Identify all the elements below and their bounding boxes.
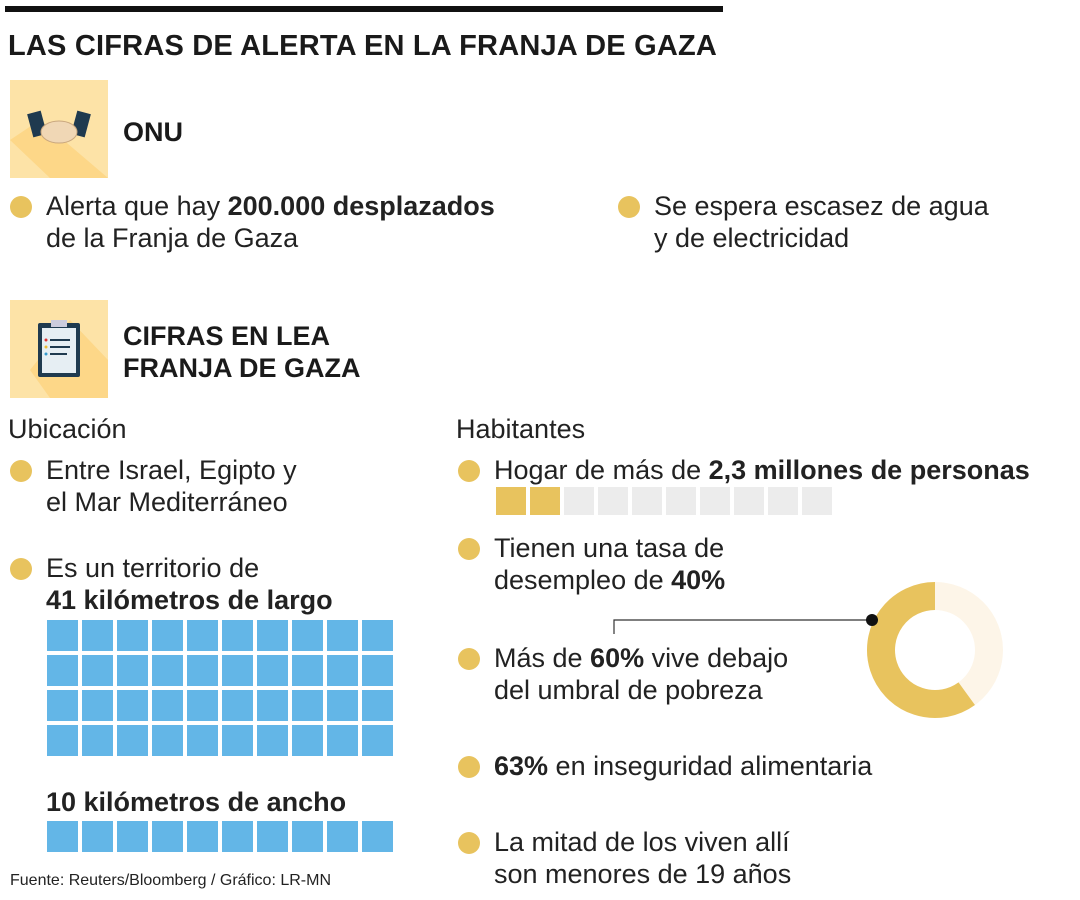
waffle-cell	[768, 487, 798, 515]
leader-dot	[866, 614, 878, 626]
ancho-label: 10 kilómetros de ancho	[46, 787, 347, 817]
onu-bullet-1: Alerta que hay 200.000 desplazados de la …	[46, 191, 495, 253]
largo-waffle	[47, 620, 393, 756]
onu-bullet-2: Se espera escasez de agua y de electricid…	[654, 191, 989, 253]
waffle-cell	[117, 725, 148, 756]
waffle-cell	[292, 821, 323, 852]
bullet-dot	[458, 832, 480, 854]
bullet-dot	[10, 196, 32, 218]
waffle-cell	[362, 725, 393, 756]
waffle-cell	[82, 620, 113, 651]
waffle-cell	[362, 655, 393, 686]
bullet-dot	[10, 460, 32, 482]
waffle-cell	[257, 620, 288, 651]
waffle-cell	[187, 620, 218, 651]
waffle-cell	[257, 655, 288, 686]
waffle-cell	[734, 487, 764, 515]
waffle-cell	[187, 690, 218, 721]
waffle-cell	[327, 620, 358, 651]
waffle-cell	[257, 821, 288, 852]
waffle-cell	[327, 725, 358, 756]
waffle-cell	[257, 725, 288, 756]
waffle-cell	[362, 620, 393, 651]
waffle-cell	[152, 725, 183, 756]
waffle-cell	[82, 655, 113, 686]
waffle-cell	[327, 821, 358, 852]
ancho-waffle	[47, 821, 393, 852]
waffle-cell	[327, 655, 358, 686]
habitantes-bullet-1: Hogar de más de 2,3 millones de personas	[494, 455, 1030, 485]
waffle-cell	[292, 725, 323, 756]
waffle-cell	[47, 620, 78, 651]
page-title: LAS CIFRAS DE ALERTA EN LA FRANJA DE GAZ…	[8, 30, 718, 62]
waffle-cell	[222, 725, 253, 756]
cifras-heading: CIFRAS EN LEA FRANJA DE GAZA	[123, 321, 361, 383]
waffle-cell	[802, 487, 832, 515]
bullet-dot	[458, 460, 480, 482]
waffle-cell	[47, 690, 78, 721]
waffle-cell	[117, 821, 148, 852]
waffle-cell	[47, 655, 78, 686]
habitantes-label: Habitantes	[456, 414, 586, 444]
waffle-cell	[292, 620, 323, 651]
waffle-cell	[82, 725, 113, 756]
clipboard-icon	[10, 300, 108, 398]
ubicacion-label: Ubicación	[8, 414, 127, 444]
waffle-cell	[362, 821, 393, 852]
waffle-cell	[152, 655, 183, 686]
waffle-cell	[222, 620, 253, 651]
waffle-cell	[152, 821, 183, 852]
waffle-cell	[222, 655, 253, 686]
waffle-cell	[598, 487, 628, 515]
waffle-cell	[700, 487, 730, 515]
bullet-dot	[458, 648, 480, 670]
waffle-cell	[152, 620, 183, 651]
habitantes-bullet-2: Tienen una tasa de desempleo de 40%	[494, 533, 726, 595]
bullet-dot	[458, 756, 480, 778]
handshake-icon	[10, 80, 108, 178]
waffle-cell	[187, 725, 218, 756]
leader-line	[613, 619, 872, 634]
waffle-cell	[222, 821, 253, 852]
waffle-cell	[362, 690, 393, 721]
bullet-dot	[458, 538, 480, 560]
waffle-cell	[117, 690, 148, 721]
bullet-dot	[10, 558, 32, 580]
waffle-cell	[82, 821, 113, 852]
waffle-cell	[257, 690, 288, 721]
source-note: Fuente: Reuters/Bloomberg / Gráfico: LR-…	[10, 872, 332, 889]
waffle-cell	[117, 655, 148, 686]
population-waffle	[496, 487, 832, 515]
ubicacion-bullet-2: Es un territorio de 41 kilómetros de larg…	[46, 553, 333, 615]
waffle-cell	[530, 487, 560, 515]
waffle-cell	[152, 690, 183, 721]
waffle-cell	[117, 620, 148, 651]
habitantes-bullet-4: 63% en inseguridad alimentaria	[494, 751, 873, 781]
habitantes-bullet-3: Más de 60% vive debajo del umbral de pobr…	[494, 643, 789, 705]
top-rule	[5, 6, 723, 12]
habitantes-bullet-5: La mitad de los viven allí son menores de…	[494, 827, 792, 889]
waffle-cell	[222, 690, 253, 721]
waffle-cell	[564, 487, 594, 515]
waffle-cell	[327, 690, 358, 721]
waffle-cell	[496, 487, 526, 515]
waffle-cell	[47, 725, 78, 756]
waffle-cell	[82, 690, 113, 721]
onu-heading: ONU	[123, 117, 183, 147]
waffle-cell	[632, 487, 662, 515]
waffle-cell	[292, 690, 323, 721]
poverty-donut	[613, 582, 1003, 718]
waffle-cell	[187, 655, 218, 686]
ubicacion-bullet-1: Entre Israel, Egipto y el Mar Mediterráne…	[46, 455, 297, 517]
bullet-dot	[618, 196, 640, 218]
waffle-cell	[666, 487, 696, 515]
waffle-cell	[187, 821, 218, 852]
waffle-cell	[292, 655, 323, 686]
waffle-cell	[47, 821, 78, 852]
donut-slice-poverty	[867, 582, 975, 718]
